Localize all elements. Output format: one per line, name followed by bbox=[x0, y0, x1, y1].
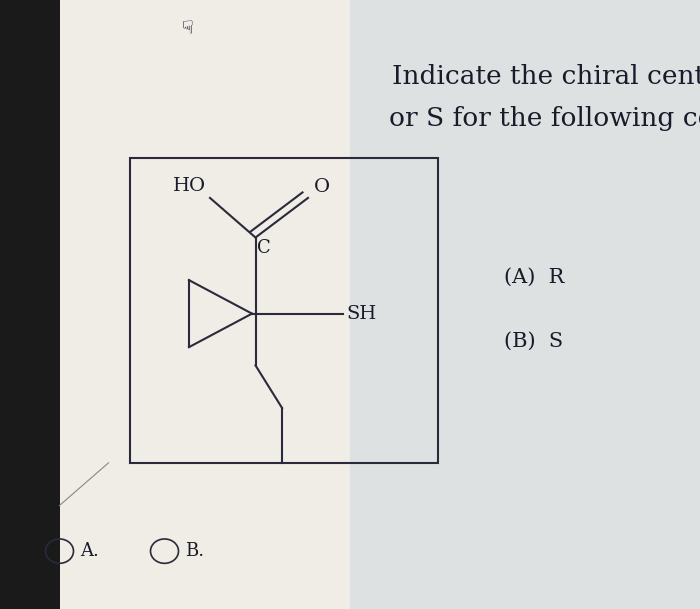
Text: HO: HO bbox=[174, 177, 206, 195]
Text: C: C bbox=[257, 239, 271, 257]
Text: Indicate the chiral center as R: Indicate the chiral center as R bbox=[392, 63, 700, 89]
Text: O: O bbox=[314, 178, 330, 196]
Text: ☞: ☞ bbox=[176, 19, 195, 35]
Bar bbox=[130, 158, 438, 463]
Text: (A)  R: (A) R bbox=[504, 267, 564, 287]
Bar bbox=[350, 0, 700, 609]
Text: SH: SH bbox=[346, 304, 377, 323]
Text: or S for the following compound.: or S for the following compound. bbox=[389, 106, 700, 132]
Text: (B)  S: (B) S bbox=[504, 331, 563, 351]
Text: B.: B. bbox=[186, 542, 204, 560]
Bar bbox=[0, 0, 60, 609]
Text: A.: A. bbox=[80, 542, 99, 560]
